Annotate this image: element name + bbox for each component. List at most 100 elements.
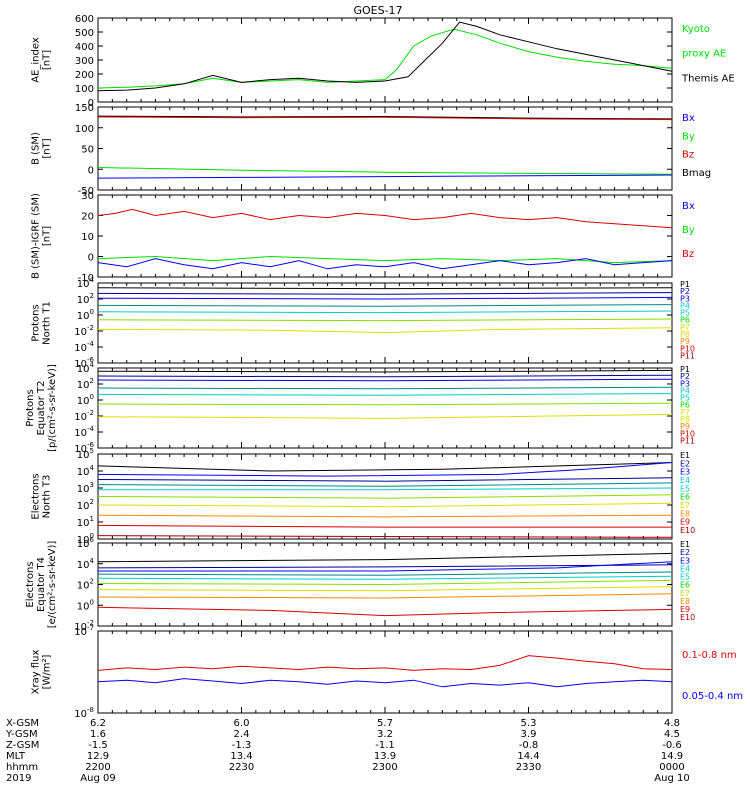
- x-column-value: 6.2: [90, 718, 106, 729]
- y-tick-exponent: 2: [90, 292, 94, 300]
- legend-item: P7: [680, 323, 690, 332]
- y-axis-label: Xray flux[W/m²]: [31, 650, 53, 695]
- x-column-value: Aug 09: [80, 773, 115, 784]
- legend-item: 0.05-0.4 nm: [682, 691, 743, 702]
- series-e3: [98, 561, 673, 572]
- series-e10: [97, 535, 673, 538]
- x-column-value: -1.5: [88, 740, 108, 751]
- legend-item: P5: [680, 394, 690, 403]
- legend-item: proxy AE: [682, 49, 726, 60]
- x-column-value: 2230: [229, 762, 254, 773]
- y-tick-base: 10: [74, 622, 87, 633]
- y-axis-label-line: Protons: [25, 389, 36, 426]
- x-column-value: 13.4: [230, 751, 252, 762]
- y-tick-base: 10: [77, 450, 90, 461]
- y-tick-label: 102: [77, 377, 94, 391]
- y-tick-base: 10: [74, 343, 87, 354]
- y-tick-exponent: -8: [87, 706, 94, 714]
- series-e5: [98, 487, 673, 491]
- y-tick-label: 0: [88, 98, 94, 109]
- y-tick-label: 10-6: [74, 356, 94, 370]
- y-tick-base: 10: [77, 364, 90, 375]
- series-p6: [97, 318, 673, 322]
- x-column-value: 0000: [659, 762, 684, 773]
- y-axis-label-line: [e/(cm²-s-sr-keV)]: [47, 541, 58, 629]
- y-axis-label-line: AE_index: [31, 37, 42, 83]
- series-e1: [97, 462, 673, 472]
- legend-item: P4: [680, 386, 690, 395]
- panel-frame: [97, 630, 673, 714]
- y-tick-exponent: 6: [90, 536, 95, 544]
- y-tick-label: 20: [81, 212, 94, 223]
- y-tick-label: 104: [77, 276, 95, 290]
- y-tick-base: 10: [77, 311, 90, 322]
- x-row-label: MLT: [6, 751, 26, 762]
- legend-item: E1: [680, 540, 690, 549]
- series-by: [97, 167, 673, 175]
- y-tick-label: 10-6: [74, 441, 94, 455]
- legend-item: Bz: [682, 150, 694, 161]
- series-p5: [97, 310, 673, 314]
- x-column-value: 5.3: [521, 718, 537, 729]
- legend-item: P10: [680, 429, 695, 438]
- y-tick-label: 10-8: [74, 706, 94, 720]
- series-p4: [97, 386, 673, 390]
- y-tick-label: 105: [77, 447, 94, 461]
- series-0-05-0-4-nm: [97, 678, 673, 688]
- legend-item: P2: [680, 287, 690, 296]
- legend-item: P9: [680, 337, 690, 346]
- series-e7: [97, 502, 673, 508]
- legend-item: P3: [680, 379, 690, 388]
- series-e8: [97, 593, 673, 599]
- y-tick-exponent: 5: [90, 447, 94, 455]
- series-e8: [97, 514, 673, 518]
- legend-item: P11: [680, 351, 695, 360]
- x-row-label: Z-GSM: [6, 740, 39, 751]
- chart-title: GOES-17: [353, 4, 402, 17]
- y-tick-exponent: 3: [90, 481, 94, 489]
- y-tick-base: 10: [74, 709, 87, 720]
- legend-item: E1: [680, 451, 690, 460]
- legend-item: E7: [680, 501, 690, 510]
- y-axis-label-line: North T3: [42, 475, 53, 519]
- y-tick-label: 101: [77, 515, 94, 529]
- series-p7: [97, 413, 673, 419]
- panel-bigrf: 30 20 10 0 -10 B (SM)-IGRF (SM)[nT] Bx By Bz: [31, 191, 695, 284]
- y-tick-label: 200: [75, 70, 94, 81]
- x-column-value: 4.8: [664, 718, 680, 729]
- y-tick-exponent: 4: [90, 557, 95, 565]
- y-tick-base: 10: [77, 501, 90, 512]
- legend-item: E7: [680, 589, 690, 598]
- y-tick-exponent: 4: [90, 361, 95, 369]
- series-p5: [97, 393, 673, 396]
- y-tick-label: 0: [88, 253, 94, 264]
- x-column-value: 1.6: [90, 729, 106, 740]
- series-e2: [97, 462, 673, 477]
- legend-item: P8: [680, 330, 690, 339]
- series-bz: [97, 208, 673, 229]
- y-tick-exponent: 2: [90, 377, 94, 385]
- y-tick-label: 10-2: [74, 324, 94, 338]
- legend-item: P2: [680, 372, 690, 381]
- y-tick-label: 0: [88, 165, 94, 176]
- y-tick-label: 100: [77, 393, 94, 407]
- legend-item: E10: [680, 526, 695, 535]
- y-tick-label: 10-2: [74, 619, 94, 633]
- panel-frame: [97, 282, 673, 364]
- y-axis-label-line: Protons: [31, 304, 42, 341]
- y-axis-label: ProtonsEquator T2[p/(cm²-s-sr-keV)]: [25, 364, 58, 452]
- y-tick-exponent: 0: [90, 532, 94, 540]
- y-axis-label-line: [p/(cm²-s-sr-keV)]: [47, 364, 58, 452]
- y-tick-exponent: -6: [87, 356, 95, 364]
- series-by: [97, 255, 673, 264]
- y-tick-exponent: -4: [87, 425, 95, 433]
- y-tick-base: 10: [77, 295, 90, 306]
- y-tick-label: 10-2: [74, 409, 94, 423]
- y-tick-exponent: 0: [90, 598, 94, 606]
- legend-item: E9: [680, 518, 690, 527]
- y-tick-label: 102: [77, 578, 94, 592]
- legend-item: E5: [680, 573, 690, 582]
